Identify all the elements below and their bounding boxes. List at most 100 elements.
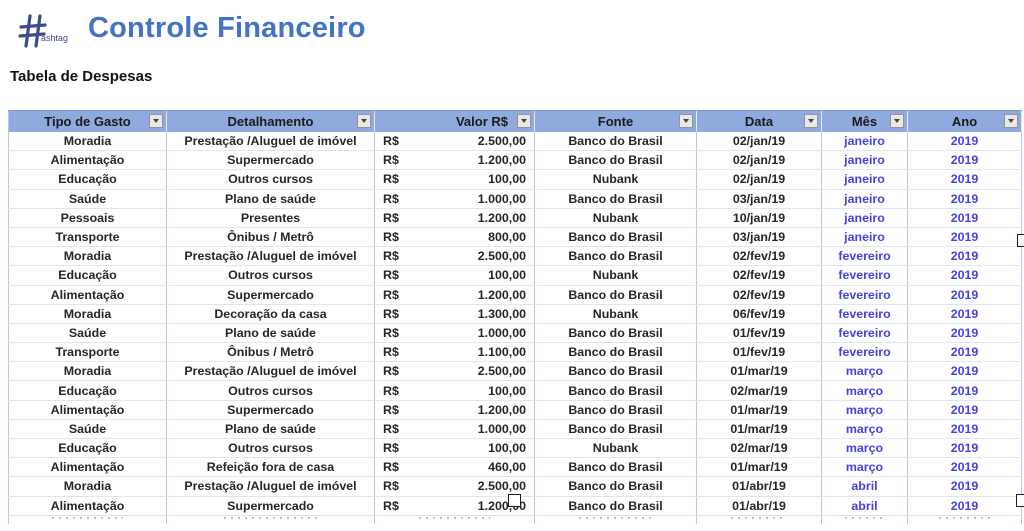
cell-ano[interactable]: 2019 (908, 151, 1022, 170)
cell-fonte[interactable]: Banco do Brasil (535, 323, 697, 343)
cell-ano[interactable]: 2019 (908, 285, 1022, 304)
cell-fonte[interactable]: Banco do Brasil (535, 362, 697, 381)
cell-data[interactable]: 06/fev/19 (697, 304, 822, 323)
cell-detalhamento[interactable]: Prestação /Aluguel de imóvel (167, 477, 375, 496)
cell-detalhamento[interactable]: Supermercado (167, 400, 375, 419)
cell-tipo-de-gasto[interactable]: Moradia (8, 304, 167, 323)
cell-tipo-de-gasto[interactable]: Transporte (8, 343, 167, 362)
cell-tipo-de-gasto[interactable]: Alimentação (8, 285, 167, 304)
cell-mes[interactable]: fevereiro (822, 343, 908, 362)
cell-mes[interactable]: abril (822, 477, 908, 496)
cell-data[interactable]: 02/mar/19 (697, 439, 822, 458)
cell-valor[interactable]: R$ 2.500,00 (375, 362, 535, 381)
cell-valor[interactable]: R$ 2.500,00 (375, 477, 535, 496)
cell-fonte[interactable]: Banco do Brasil (535, 343, 697, 362)
cell-fonte[interactable]: Banco do Brasil (535, 247, 697, 266)
cell-detalhamento[interactable]: Outros cursos (167, 439, 375, 458)
cell-ano[interactable]: 2019 (908, 362, 1022, 381)
cell-detalhamento[interactable]: Outros cursos (167, 381, 375, 400)
cell-detalhamento[interactable]: Supermercado (167, 285, 375, 304)
cell-valor[interactable]: R$ 1.200,00 (375, 151, 535, 170)
cell-ano[interactable]: 2019 (908, 419, 1022, 438)
cell-ano[interactable]: 2019 (908, 247, 1022, 266)
cell-data[interactable]: 01/abr/19 (697, 477, 822, 496)
cell-detalhamento[interactable]: Presentes (167, 208, 375, 227)
cell-data[interactable]: 02/mar/19 (697, 381, 822, 400)
cell-ano[interactable]: 2019 (908, 170, 1022, 189)
cell-tipo-de-gasto[interactable]: Educação (8, 266, 167, 285)
cell-detalhamento[interactable]: Supermercado (167, 496, 375, 515)
cell-fonte[interactable]: Banco do Brasil (535, 496, 697, 515)
cell-tipo-de-gasto[interactable]: Moradia (8, 477, 167, 496)
cell-tipo-de-gasto[interactable]: Transporte (8, 227, 167, 247)
cell-valor[interactable]: R$ 1.200,00 (375, 400, 535, 419)
cell-fonte[interactable]: Nubank (535, 170, 697, 189)
cell-mes[interactable]: janeiro (822, 170, 908, 189)
cell-valor[interactable]: R$ 2.500,00 (375, 247, 535, 266)
cell-ano[interactable]: 2019 (908, 477, 1022, 496)
cell-tipo-de-gasto[interactable]: Alimentação (8, 458, 167, 477)
cell-mes[interactable]: março (822, 381, 908, 400)
cell-detalhamento[interactable]: Prestação /Aluguel de imóvel (167, 362, 375, 381)
cell-mes[interactable]: janeiro (822, 227, 908, 247)
cell-mes[interactable]: fevereiro (822, 304, 908, 323)
cell-tipo-de-gasto[interactable]: Moradia (8, 132, 167, 151)
cell-valor[interactable]: R$ 1.000,00 (375, 419, 535, 438)
cell-tipo-de-gasto[interactable]: Saúde (8, 189, 167, 208)
cell-mes[interactable]: janeiro (822, 208, 908, 227)
cell-fonte[interactable]: Banco do Brasil (535, 151, 697, 170)
cell-detalhamento[interactable]: Outros cursos (167, 170, 375, 189)
cell-ano[interactable]: 2019 (908, 266, 1022, 285)
cell-fonte[interactable]: Banco do Brasil (535, 400, 697, 419)
cell-mes[interactable]: janeiro (822, 151, 908, 170)
cell-ano[interactable]: 2019 (908, 304, 1022, 323)
cell-data[interactable]: 01/mar/19 (697, 362, 822, 381)
cell-tipo-de-gasto[interactable]: Alimentação (8, 151, 167, 170)
cell-fonte[interactable]: Banco do Brasil (535, 285, 697, 304)
cell-valor[interactable]: R$ 100,00 (375, 381, 535, 400)
cell-mes[interactable]: março (822, 458, 908, 477)
cell-fonte[interactable]: Banco do Brasil (535, 381, 697, 400)
cell-valor[interactable]: R$ 1.100,00 (375, 343, 535, 362)
filter-dropdown-button[interactable] (517, 114, 531, 128)
cell-data[interactable]: 02/jan/19 (697, 170, 822, 189)
cell-ano[interactable]: 2019 (908, 458, 1022, 477)
cell-detalhamento[interactable]: Prestação /Aluguel de imóvel (167, 247, 375, 266)
filter-dropdown-button[interactable] (804, 114, 818, 128)
cell-ano[interactable]: 2019 (908, 208, 1022, 227)
cell-mes[interactable]: março (822, 439, 908, 458)
cell-tipo-de-gasto[interactable]: Saúde (8, 419, 167, 438)
cell-valor[interactable]: R$ 100,00 (375, 170, 535, 189)
cell-mes[interactable]: fevereiro (822, 266, 908, 285)
cell-data[interactable]: 03/jan/19 (697, 189, 822, 208)
cell-mes[interactable]: março (822, 362, 908, 381)
cell-mes[interactable]: fevereiro (822, 285, 908, 304)
cell-data[interactable]: 02/fev/19 (697, 285, 822, 304)
filter-dropdown-button[interactable] (679, 114, 693, 128)
cell-mes[interactable]: janeiro (822, 189, 908, 208)
cell-data[interactable]: 03/jan/19 (697, 227, 822, 247)
cell-detalhamento[interactable]: Outros cursos (167, 266, 375, 285)
cell-ano[interactable]: 2019 (908, 496, 1022, 515)
cell-detalhamento[interactable]: Decoração da casa (167, 304, 375, 323)
filter-dropdown-button[interactable] (890, 114, 904, 128)
cell-tipo-de-gasto[interactable]: Moradia (8, 362, 167, 381)
cell-ano[interactable]: 2019 (908, 439, 1022, 458)
cell-detalhamento[interactable]: Plano de saúde (167, 419, 375, 438)
cell-data[interactable]: 02/fev/19 (697, 266, 822, 285)
cell-tipo-de-gasto[interactable]: Educação (8, 381, 167, 400)
cell-mes[interactable]: fevereiro (822, 323, 908, 343)
cell-mes[interactable]: abril (822, 496, 908, 515)
cell-detalhamento[interactable]: Plano de saúde (167, 323, 375, 343)
cell-detalhamento[interactable]: Refeição fora de casa (167, 458, 375, 477)
cell-fonte[interactable]: Banco do Brasil (535, 227, 697, 247)
cell-ano[interactable]: 2019 (908, 132, 1022, 151)
filter-dropdown-button[interactable] (357, 114, 371, 128)
cell-valor[interactable]: R$ 100,00 (375, 266, 535, 285)
cell-data[interactable]: 10/jan/19 (697, 208, 822, 227)
cell-tipo-de-gasto[interactable]: Saúde (8, 323, 167, 343)
cell-mes[interactable]: fevereiro (822, 247, 908, 266)
cell-ano[interactable]: 2019 (908, 227, 1022, 247)
cell-data[interactable]: 02/jan/19 (697, 132, 822, 151)
cell-data[interactable]: 01/abr/19 (697, 496, 822, 515)
